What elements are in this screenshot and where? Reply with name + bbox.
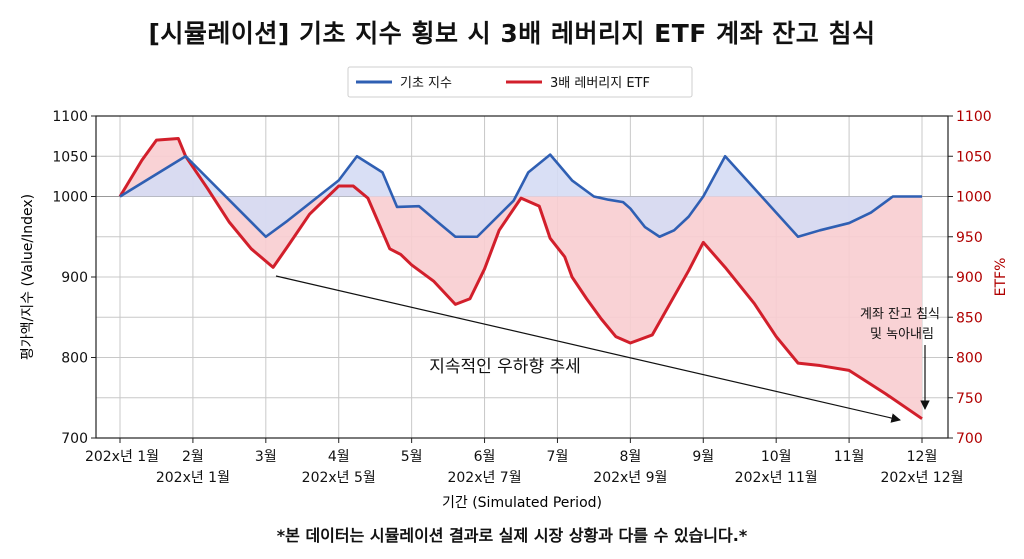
x-tick-sublabel: 202x년 7월 <box>447 470 521 486</box>
index-deviation-area <box>120 154 922 237</box>
x-axis-label: 기간 (Simulated Period) <box>442 495 602 511</box>
x-tick-sublabel: 202x년 11월 <box>735 470 818 486</box>
x-tick-label: 3월 <box>255 449 277 465</box>
annotation-layer: 지속적인 우하향 추세 계좌 잔고 침식및 녹아내림 <box>275 275 940 423</box>
fill-layer <box>120 138 922 419</box>
y-tick-label: 700 <box>61 431 88 447</box>
y2-tick-label: 700 <box>956 431 983 447</box>
y-tick-label: 1050 <box>52 149 88 165</box>
y2-tick-label: 1050 <box>956 149 992 165</box>
y2-tick-label: 900 <box>956 270 983 286</box>
x-tick-sublabel: 202x년 5월 <box>302 470 376 486</box>
legend-label-etf: 3배 레버리지 ETF <box>550 76 650 91</box>
x-tick-label: 11월 <box>834 449 865 465</box>
y-axis-label: 평가액/지수 (Value/Index) <box>20 194 36 360</box>
annotation-erosion-line1: 계좌 잔고 침식 <box>860 307 940 322</box>
chart-title: [시뮬레이션] 기초 지수 횡보 시 3배 레버리지 ETF 계좌 잔고 침식 <box>148 19 876 48</box>
etf-series-line <box>118 137 923 420</box>
y-tick-label: 1000 <box>52 190 88 206</box>
x-tick-label: 6월 <box>474 449 496 465</box>
y-tick-label: 800 <box>61 351 88 367</box>
x-tick-label: 9월 <box>692 449 714 465</box>
x-tick-label: 202x년 1월 <box>85 449 159 465</box>
legend: 기초 지수 3배 레버리지 ETF <box>347 66 693 98</box>
x-tick-sublabel: 202x년 12월 <box>880 470 963 486</box>
y2-tick-label: 800 <box>956 351 983 367</box>
axis-layer: 700 800 900 1000 1050 1100 700 750 800 850 900 950 1… <box>20 109 1009 511</box>
y2-tick-label: 950 <box>956 230 983 246</box>
x-tick-sublabel: 202x년 9월 <box>593 470 667 486</box>
line-layer <box>118 137 923 420</box>
x-tick-label: 12월 <box>907 449 938 465</box>
index-series-line <box>119 153 922 239</box>
etf-deviation-area <box>120 138 922 419</box>
y2-tick-label: 850 <box>956 310 983 326</box>
x-tick-label: 7월 <box>547 449 569 465</box>
y2-tick-label: 750 <box>956 391 983 407</box>
y2-axis-label: ETF% <box>993 258 1009 297</box>
y2-tick-label: 1100 <box>956 109 992 125</box>
footnote: *본 데이터는 시뮬레이션 결과로 실제 시장 상황과 다를 수 있습니다.* <box>276 526 748 545</box>
x-tick-sublabel: 202x년 1월 <box>156 470 230 486</box>
x-tick-label: 10월 <box>761 449 792 465</box>
x-tick-label: 5월 <box>401 449 423 465</box>
x-tick-label: 8월 <box>619 449 641 465</box>
annotation-trend: 지속적인 우하향 추세 <box>429 357 581 377</box>
x-tick-label: 4월 <box>328 449 350 465</box>
y-tick-label: 1100 <box>52 109 88 125</box>
y-tick-label: 900 <box>61 270 88 286</box>
annotation-erosion-line2: 및 녹아내림 <box>870 327 934 342</box>
legend-label-index: 기초 지수 <box>400 76 452 91</box>
y2-tick-label: 1000 <box>956 190 992 206</box>
trend-arrow <box>275 275 901 423</box>
x-tick-label: 2월 <box>182 449 204 465</box>
